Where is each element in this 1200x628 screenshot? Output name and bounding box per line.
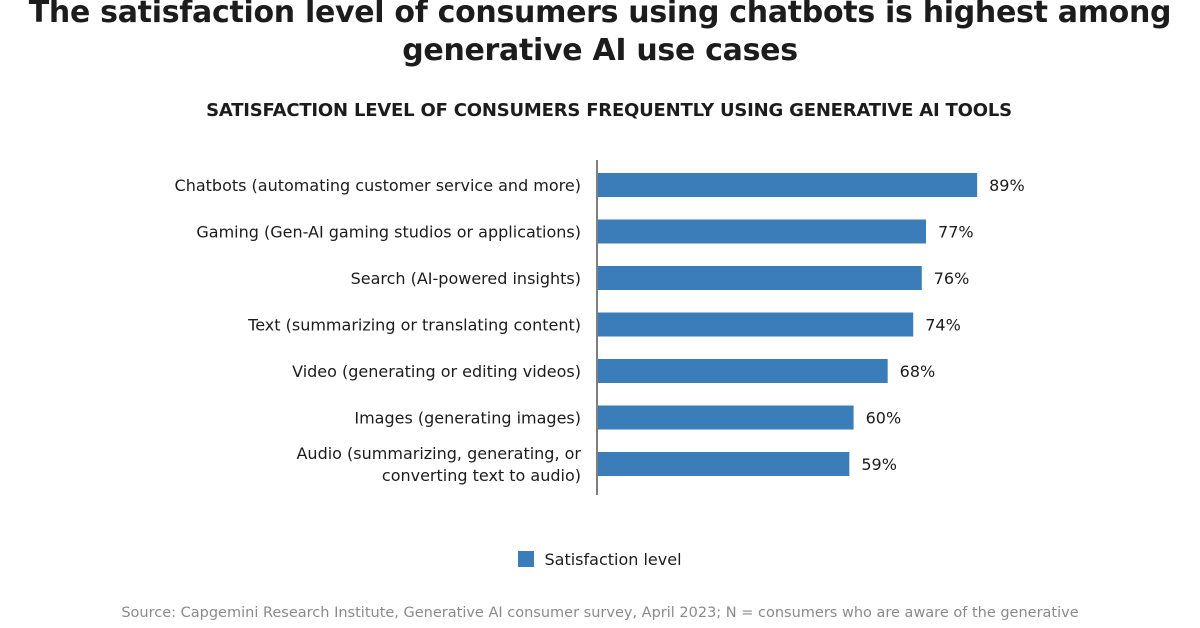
category-label-4: Video (generating or editing videos) (292, 362, 581, 381)
value-label-3: 74% (925, 316, 961, 335)
value-label-4: 68% (900, 362, 936, 381)
value-label-2: 76% (934, 269, 970, 288)
value-label-1: 77% (938, 223, 974, 242)
value-label-6: 59% (861, 455, 897, 474)
bar-3 (598, 312, 914, 337)
bar-1 (598, 219, 927, 244)
value-label-5: 60% (866, 409, 902, 428)
value-label-0: 89% (989, 176, 1025, 195)
legend: Satisfaction level (0, 550, 1200, 569)
bar-5 (598, 405, 854, 430)
bar-6 (598, 452, 850, 476)
category-label-1: Gaming (Gen-AI gaming studios or applica… (196, 223, 581, 242)
bar-4 (598, 359, 888, 383)
bar-0 (598, 173, 978, 197)
category-label-2: Search (AI-powered insights) (351, 269, 581, 288)
legend-label: Satisfaction level (544, 550, 682, 569)
source-note: Source: Capgemini Research Institute, Ge… (121, 605, 1079, 621)
bar-2 (598, 266, 922, 290)
category-label-3: Text (summarizing or translating content… (247, 316, 581, 335)
category-label-6: Audio (summarizing, generating, or conver… (296, 444, 581, 485)
legend-swatch (518, 551, 535, 567)
category-label-0: Chatbots (automating customer service an… (175, 176, 581, 195)
chart-subtitle: SATISFACTION LEVEL OF CONSUMERS FREQUENT… (206, 100, 1012, 121)
category-label-5: Images (generating images) (354, 409, 581, 428)
chart-title: The satisfaction level of consumers usin… (28, 0, 1172, 68)
